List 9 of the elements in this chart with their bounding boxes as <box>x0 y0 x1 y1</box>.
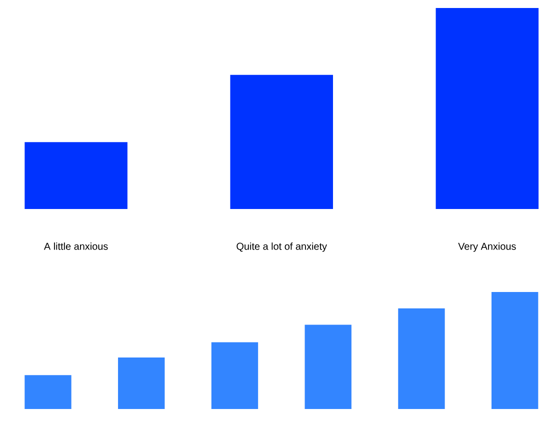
bar <box>492 292 538 409</box>
x-tick-label: Quite a lot of anxiety <box>236 242 327 252</box>
bar <box>398 308 445 409</box>
x-tick-label: A little anxious <box>44 242 108 250</box>
bar <box>211 342 258 409</box>
bar <box>118 358 165 409</box>
x-tick-label: Very Anxious <box>458 242 516 252</box>
bar <box>304 324 352 409</box>
bar <box>24 375 72 409</box>
